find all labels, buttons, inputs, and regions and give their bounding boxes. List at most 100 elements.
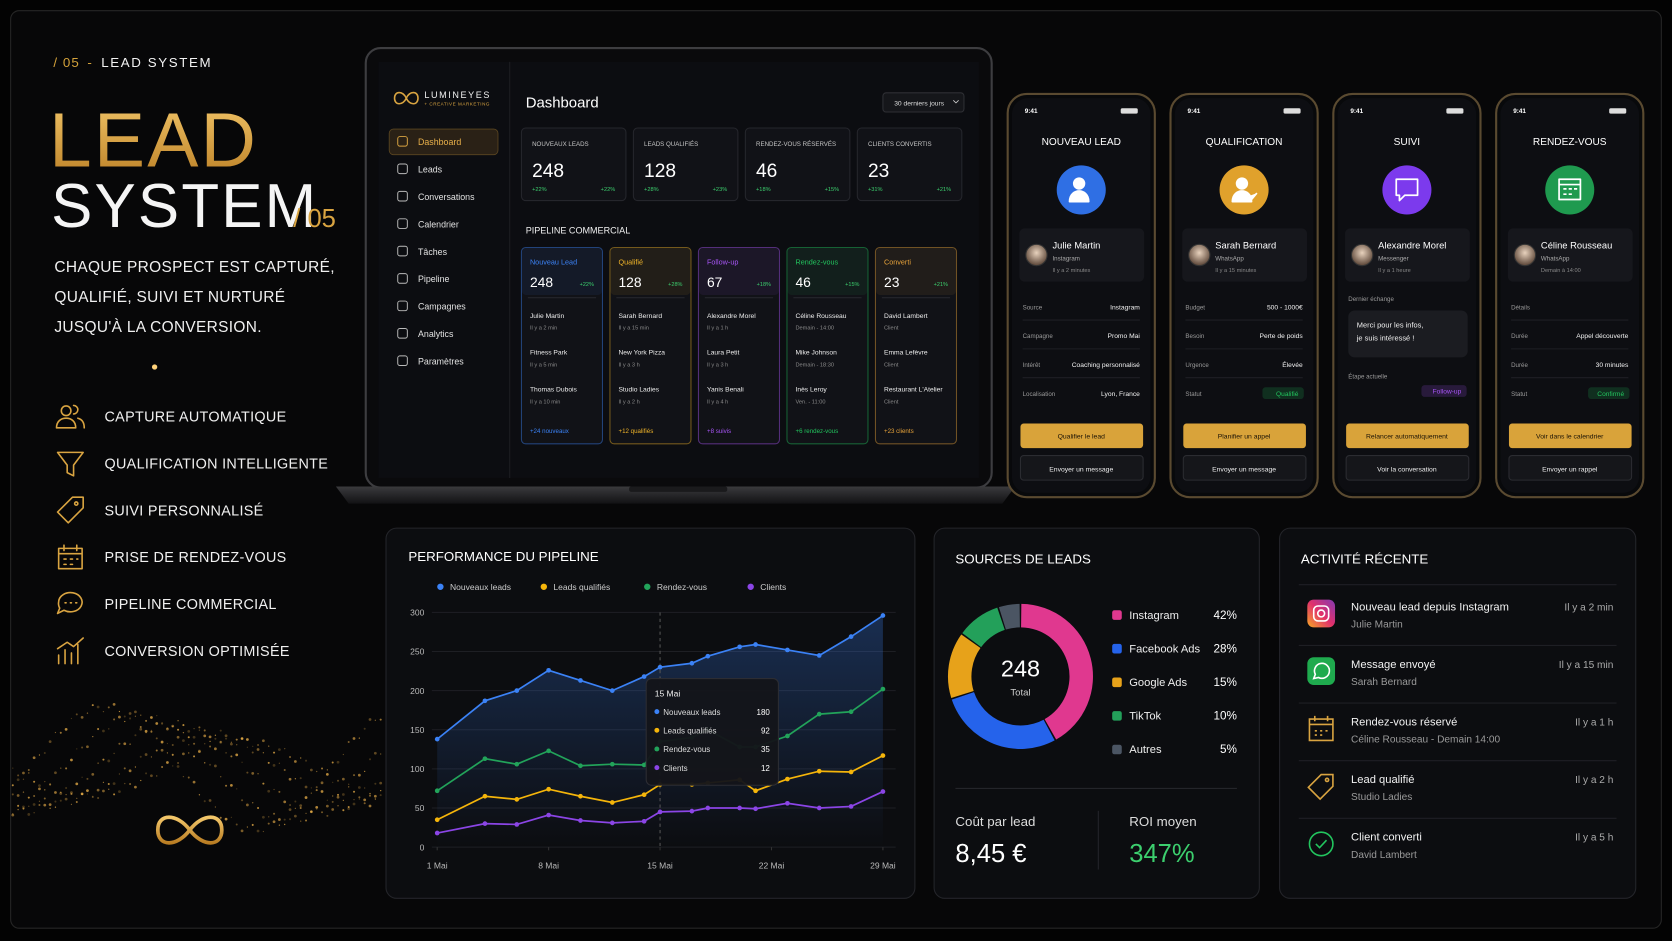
status-time: 9:41 — [1513, 108, 1526, 115]
particle — [251, 751, 254, 754]
particle — [54, 731, 57, 734]
particle — [107, 782, 110, 786]
stage-glyph — [1231, 177, 1258, 203]
particle — [144, 729, 148, 733]
field-label: Dernier échange — [1348, 296, 1394, 303]
nav-label: Calendrier — [418, 219, 459, 229]
data-point — [880, 686, 886, 692]
particle — [33, 794, 36, 798]
particle — [261, 739, 265, 743]
activity-title-text: Message envoyé — [1351, 659, 1436, 671]
feature-label: PRISE DE RENDEZ-VOUS — [105, 550, 287, 566]
column-name: Nouveau Lead — [530, 258, 577, 267]
contact-avatar — [1350, 243, 1374, 267]
nav-item[interactable]: Campagnes — [397, 300, 467, 312]
particle — [80, 716, 84, 719]
data-point — [816, 711, 822, 717]
particle — [139, 725, 142, 728]
particle — [208, 735, 212, 739]
column-header — [610, 248, 691, 295]
field-label: Intérêt — [1023, 362, 1041, 369]
particle — [204, 762, 206, 764]
particle — [309, 810, 313, 814]
data-point — [609, 761, 615, 767]
roi-label: ROI moyen — [1129, 814, 1196, 829]
particle — [113, 793, 116, 796]
particle — [380, 753, 382, 755]
particle — [75, 801, 78, 804]
particle — [364, 770, 366, 773]
pie-slice — [1021, 603, 1093, 740]
particle — [172, 765, 174, 767]
column-footer: +12 qualifiés — [618, 428, 653, 435]
button-bg — [1345, 455, 1470, 481]
series-line — [437, 790, 884, 834]
particle — [102, 758, 105, 761]
nav-item[interactable]: Leads — [397, 163, 443, 175]
activity-subtitle: Studio Ladies — [1351, 792, 1412, 803]
primary-button[interactable]: Qualifier le lead — [1020, 423, 1144, 449]
particle — [288, 808, 292, 812]
particle — [283, 800, 287, 804]
particle — [299, 806, 302, 810]
particle — [16, 778, 20, 782]
particle — [300, 757, 302, 759]
particle — [70, 758, 73, 762]
period-select[interactable]: 30 derniers jours — [882, 92, 965, 113]
contact-channel: Instagram — [1052, 255, 1079, 262]
particle — [102, 729, 105, 733]
nav-item[interactable]: Analytics — [397, 328, 454, 339]
stage-icon — [1056, 165, 1106, 215]
kpi-card — [632, 127, 739, 202]
phone-screen — [1174, 98, 1314, 493]
stage-glyph — [1068, 177, 1090, 203]
particle — [113, 718, 116, 721]
particle — [288, 777, 292, 781]
secondary-button[interactable]: Envoyer un rappel — [1508, 455, 1633, 481]
field-value: Élevée — [1282, 360, 1303, 369]
button-label: Envoyer un message — [1049, 467, 1113, 474]
secondary-button[interactable]: Envoyer un message — [1182, 455, 1307, 481]
nav-item[interactable]: Conversations — [397, 190, 475, 202]
secondary-button[interactable]: Voir la conversation — [1345, 455, 1470, 481]
data-point — [578, 678, 583, 683]
secondary-button[interactable]: Envoyer un message — [1019, 455, 1144, 481]
particle — [188, 744, 190, 746]
data-point — [657, 809, 663, 815]
particle — [11, 793, 14, 796]
particle — [76, 797, 78, 799]
phone-title: SUIVI — [1394, 137, 1420, 148]
particle — [166, 752, 169, 754]
particle — [363, 798, 367, 802]
kpi-label: CLIENTS CONVERTIS — [868, 141, 932, 148]
lead-time: Il y a 3 h — [618, 362, 639, 368]
tooltip-dot — [654, 709, 660, 715]
nav-item[interactable]: Paramètres — [397, 355, 465, 367]
particle — [64, 797, 68, 801]
activity-subtitle: Sarah Bernard — [1351, 677, 1417, 688]
contact-ago: Il y a 2 minutes — [1052, 268, 1090, 274]
nav-item[interactable]: Tâches — [397, 245, 448, 257]
particle — [278, 762, 281, 764]
nav-item[interactable]: Dashboard — [397, 136, 462, 148]
particle — [374, 798, 376, 800]
primary-button[interactable]: Voir dans le calendrier — [1508, 423, 1632, 449]
particle — [160, 748, 164, 752]
contact-avatar — [1188, 243, 1211, 267]
data-point — [753, 806, 758, 812]
particle — [230, 783, 233, 787]
nav-item[interactable]: Pipeline — [397, 273, 450, 285]
primary-button[interactable]: Planifier un appel — [1183, 423, 1306, 449]
data-point — [705, 805, 711, 811]
particle — [203, 734, 207, 738]
particle — [107, 706, 110, 709]
particle — [33, 812, 35, 814]
particle — [123, 742, 127, 746]
primary-button[interactable]: Relancer automatiquement — [1346, 423, 1469, 449]
activity-icon-glyph — [1315, 839, 1328, 849]
status-time: 9:41 — [1188, 108, 1201, 115]
nav-item[interactable]: Calendrier — [397, 218, 459, 230]
data-point — [641, 792, 647, 798]
particle — [273, 812, 276, 815]
